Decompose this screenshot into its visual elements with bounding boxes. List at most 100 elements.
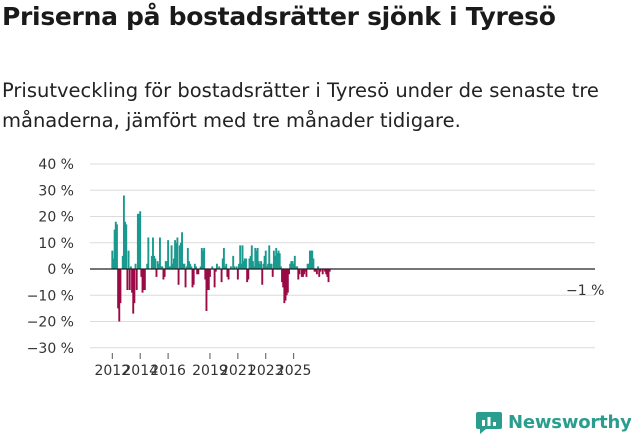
bar bbox=[192, 269, 195, 285]
bar bbox=[132, 269, 135, 314]
bar bbox=[233, 266, 236, 270]
bar bbox=[247, 269, 250, 280]
bar bbox=[203, 248, 206, 269]
bar bbox=[324, 269, 326, 272]
bar bbox=[271, 269, 274, 277]
bar bbox=[133, 269, 136, 304]
bar bbox=[290, 261, 293, 270]
bar bbox=[206, 269, 209, 290]
bar bbox=[169, 266, 172, 270]
bar bbox=[114, 221, 117, 269]
bar bbox=[140, 269, 143, 277]
bar bbox=[171, 263, 174, 269]
bar bbox=[249, 255, 252, 270]
bar bbox=[226, 269, 229, 277]
bar bbox=[236, 269, 239, 280]
bar bbox=[232, 255, 235, 270]
bar bbox=[286, 269, 289, 293]
x-tick-label: 2019 bbox=[192, 363, 228, 379]
bar bbox=[143, 269, 146, 290]
y-tick-label: 20 % bbox=[38, 210, 74, 226]
bar bbox=[172, 258, 175, 269]
bar bbox=[176, 237, 179, 269]
bar bbox=[327, 269, 330, 283]
bar bbox=[213, 269, 216, 288]
bar bbox=[282, 269, 285, 288]
bar bbox=[227, 269, 230, 280]
bar bbox=[326, 269, 329, 277]
bar bbox=[112, 258, 115, 269]
bar bbox=[317, 266, 320, 270]
chart-subtitle: Prisutveckling för bostadsrätter i Tyres… bbox=[2, 79, 599, 132]
bar bbox=[263, 255, 266, 270]
bar bbox=[222, 248, 225, 269]
bar bbox=[136, 213, 139, 270]
bar bbox=[138, 213, 140, 270]
bar bbox=[321, 269, 324, 275]
bar bbox=[191, 269, 194, 288]
bar bbox=[243, 258, 246, 269]
bar bbox=[152, 237, 154, 269]
bar bbox=[147, 237, 150, 269]
bar bbox=[154, 258, 157, 269]
bar bbox=[161, 266, 164, 270]
bar bbox=[122, 195, 125, 269]
bar bbox=[255, 250, 258, 270]
bar bbox=[211, 266, 214, 270]
bar bbox=[193, 263, 196, 269]
bar bbox=[274, 255, 276, 270]
bar bbox=[196, 269, 199, 275]
bar bbox=[160, 266, 163, 270]
y-tick-label: 10 % bbox=[38, 236, 74, 252]
newsworthy-logo[interactable]: Newsworthy bbox=[476, 409, 631, 435]
bar bbox=[197, 269, 200, 275]
bar bbox=[165, 261, 168, 270]
bar bbox=[240, 263, 243, 269]
bar bbox=[300, 269, 303, 277]
bar bbox=[168, 266, 171, 270]
bar bbox=[164, 261, 167, 270]
bar bbox=[225, 263, 228, 269]
bar bbox=[175, 242, 178, 269]
bar bbox=[260, 261, 263, 270]
bar bbox=[162, 269, 165, 280]
bar bbox=[188, 261, 190, 270]
bar bbox=[246, 269, 249, 283]
bar bbox=[209, 269, 211, 277]
bar bbox=[184, 269, 187, 288]
bar bbox=[248, 258, 251, 269]
bar bbox=[183, 263, 186, 269]
bar bbox=[305, 269, 308, 277]
bar bbox=[178, 245, 181, 270]
bar bbox=[311, 250, 314, 270]
bar bbox=[170, 245, 173, 270]
bar bbox=[304, 269, 307, 272]
bar bbox=[310, 250, 313, 270]
bar bbox=[281, 269, 283, 283]
x-tick-label: 2012 bbox=[94, 363, 130, 379]
bar bbox=[267, 263, 270, 269]
bar bbox=[293, 255, 296, 270]
bar bbox=[146, 263, 149, 269]
bar bbox=[157, 263, 160, 269]
bar bbox=[118, 269, 121, 322]
bar bbox=[186, 248, 189, 269]
bar bbox=[128, 269, 131, 290]
y-tick-label: −10 % bbox=[27, 288, 74, 304]
bar bbox=[315, 269, 318, 275]
bar bbox=[185, 266, 188, 270]
bar bbox=[199, 266, 202, 270]
y-tick-label: −30 % bbox=[27, 341, 74, 357]
bar bbox=[252, 261, 254, 270]
bar bbox=[214, 269, 217, 272]
bar bbox=[134, 263, 137, 269]
y-tick-label: −20 % bbox=[27, 315, 74, 331]
bar bbox=[297, 269, 300, 280]
bar bbox=[153, 255, 156, 270]
bar bbox=[182, 263, 185, 269]
bar bbox=[256, 248, 259, 269]
bar bbox=[298, 269, 301, 275]
bar bbox=[235, 266, 238, 270]
bar bbox=[268, 245, 271, 270]
bar bbox=[307, 263, 310, 269]
